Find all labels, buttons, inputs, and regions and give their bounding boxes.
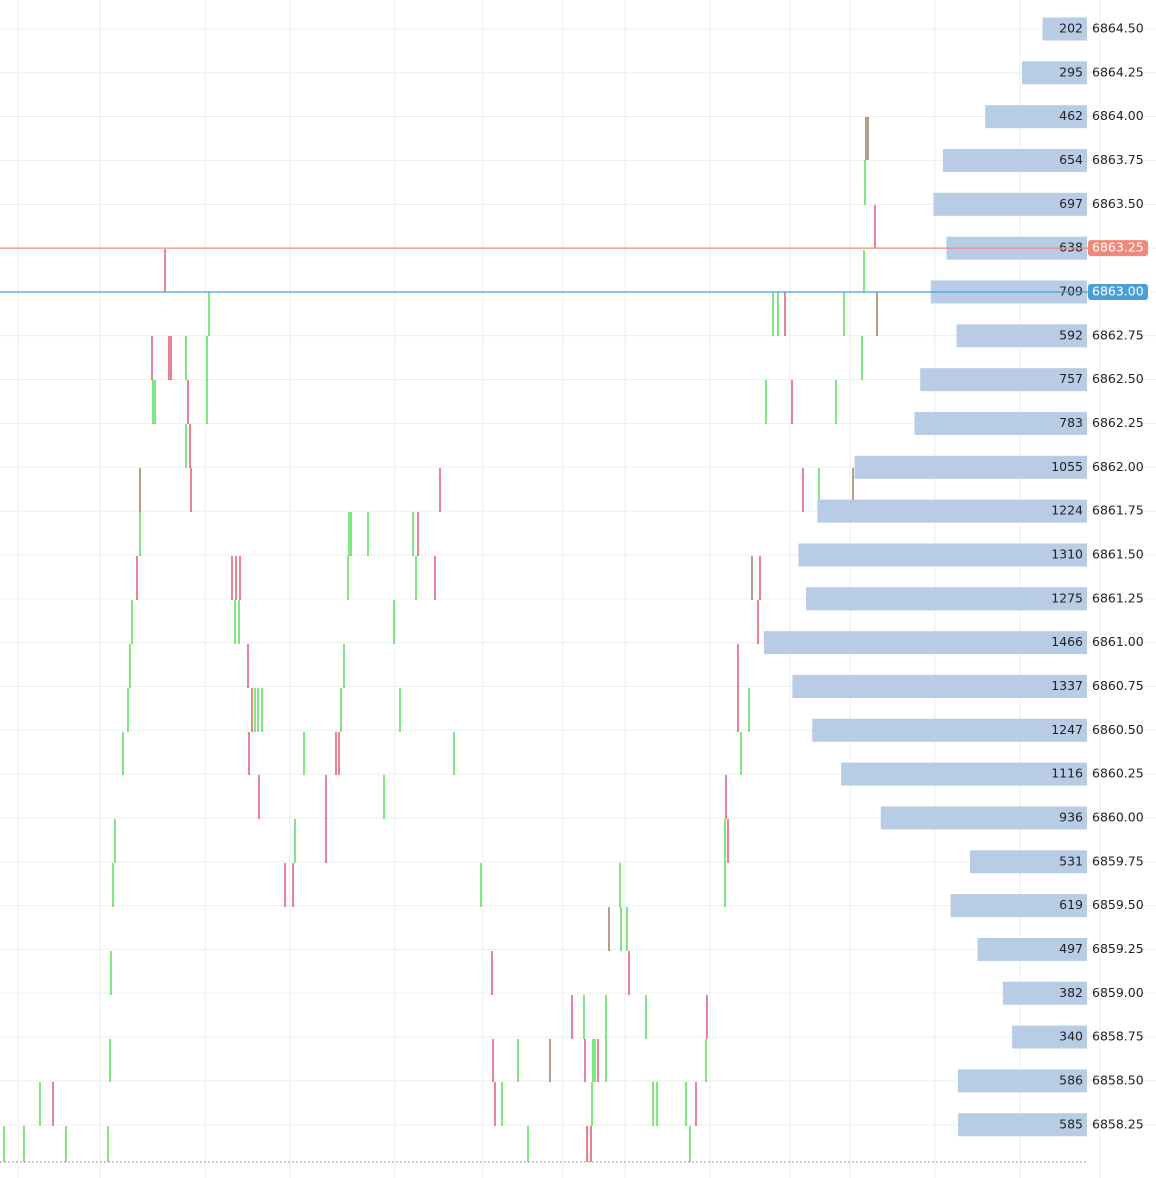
bar (933, 192, 1087, 216)
bar (792, 674, 1087, 698)
price-label: 6859.50 (1092, 897, 1144, 912)
value-label: 462 (1059, 108, 1083, 123)
bar (970, 850, 1087, 874)
bar (764, 631, 1087, 655)
value-label: 654 (1059, 152, 1083, 167)
value-label: 709 (1059, 283, 1083, 298)
price-label: 6863.50 (1092, 196, 1144, 211)
bar (958, 1113, 1087, 1137)
price-label: 6859.75 (1092, 853, 1144, 868)
price-label: 6863.25 (1092, 240, 1144, 255)
value-label: 697 (1059, 196, 1083, 211)
bar (956, 324, 1087, 348)
price-label: 6860.75 (1092, 678, 1144, 693)
value-label: 1310 (1051, 546, 1083, 561)
bar (798, 543, 1087, 567)
bar (942, 148, 1087, 172)
bar (1012, 1025, 1087, 1049)
price-badge (1088, 240, 1148, 257)
value-label: 295 (1059, 64, 1083, 79)
bar (914, 411, 1087, 435)
value-label: 202 (1059, 21, 1083, 36)
price-label: 6859.25 (1092, 941, 1144, 956)
bar (1002, 981, 1087, 1005)
value-label: 619 (1059, 897, 1083, 912)
price-label: 6861.25 (1092, 590, 1144, 605)
bar (957, 1069, 1087, 1093)
value-label: 1337 (1051, 678, 1083, 693)
price-label: 6864.50 (1092, 21, 1144, 36)
price-label: 6858.50 (1092, 1072, 1144, 1087)
value-label: 585 (1059, 1116, 1083, 1131)
bar (841, 762, 1087, 786)
trade-ticks-other (139, 117, 878, 1082)
price-label: 6862.75 (1092, 327, 1144, 342)
price-label: 6862.50 (1092, 371, 1144, 386)
value-label: 757 (1059, 371, 1083, 386)
price-label: 6859.00 (1092, 985, 1144, 1000)
bar (854, 455, 1087, 479)
price-label: 6860.50 (1092, 722, 1144, 737)
value-label: 531 (1059, 853, 1083, 868)
value-label: 382 (1059, 985, 1083, 1000)
price-label: 6864.25 (1092, 64, 1144, 79)
price-label: 6858.75 (1092, 1029, 1144, 1044)
bar (817, 499, 1087, 523)
value-label: 638 (1059, 240, 1083, 255)
bar (950, 894, 1087, 918)
price-label: 6863.00 (1092, 283, 1144, 298)
bar (880, 806, 1087, 830)
value-label: 1224 (1051, 503, 1083, 518)
value-label: 340 (1059, 1029, 1083, 1044)
value-label: 592 (1059, 327, 1083, 342)
price-label: 6862.25 (1092, 415, 1144, 430)
bar (812, 718, 1087, 742)
price-label: 6861.50 (1092, 546, 1144, 561)
price-label: 6861.75 (1092, 503, 1144, 518)
price-label: 6860.00 (1092, 809, 1144, 824)
value-label: 1247 (1051, 722, 1083, 737)
value-label: 1116 (1051, 766, 1083, 781)
bar (977, 937, 1087, 961)
price-label: 6861.00 (1092, 634, 1144, 649)
price-label: 6862.00 (1092, 459, 1144, 474)
value-label: 586 (1059, 1072, 1083, 1087)
price-label: 6864.00 (1092, 108, 1144, 123)
price-badge (1088, 283, 1148, 300)
price-label: 6863.75 (1092, 152, 1144, 167)
bar (985, 105, 1087, 129)
value-label: 1275 (1051, 590, 1083, 605)
bar (1042, 17, 1087, 41)
trade-ticks (3, 117, 878, 1162)
bar (806, 587, 1087, 611)
bar (920, 368, 1087, 392)
value-label: 1055 (1051, 459, 1083, 474)
value-label: 1466 (1051, 634, 1083, 649)
bar (1022, 61, 1087, 85)
trade-ticks-green (3, 160, 866, 1162)
trade-ticks-red (52, 205, 876, 1162)
value-label: 497 (1059, 941, 1083, 956)
value-label: 936 (1059, 809, 1083, 824)
price-label: 6858.25 (1092, 1116, 1144, 1131)
price-label: 6860.25 (1092, 766, 1144, 781)
value-label: 783 (1059, 415, 1083, 430)
